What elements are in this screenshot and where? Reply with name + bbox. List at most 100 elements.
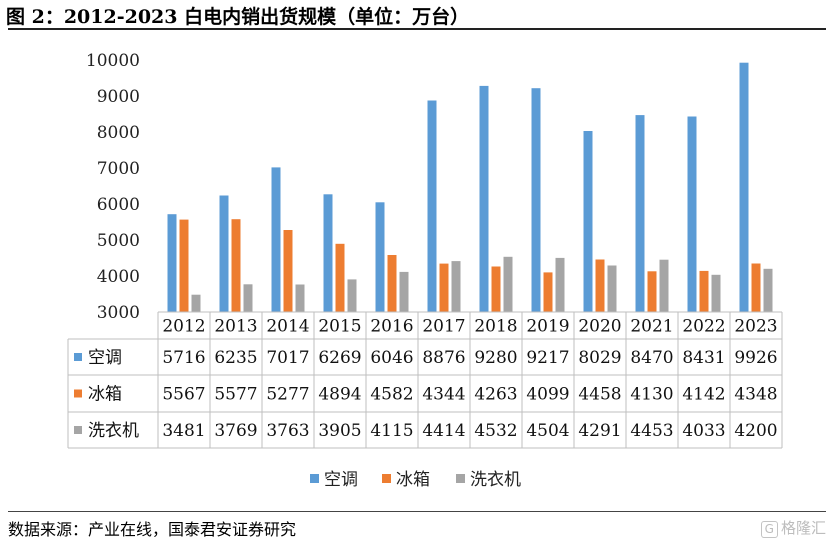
table-legend-key <box>74 389 82 398</box>
bar-2020-2 <box>607 265 617 312</box>
x-tick-label: 2022 <box>682 317 725 337</box>
table-legend-key <box>74 353 82 361</box>
y-tick-label: 7000 <box>97 159 140 179</box>
data-label: 6235 <box>214 348 257 368</box>
bar-2022-0 <box>687 116 697 312</box>
bar-2015-0 <box>323 194 333 312</box>
x-tick-label: 2016 <box>370 317 413 337</box>
data-label: 8470 <box>630 348 673 368</box>
bar-2023-1 <box>751 263 761 312</box>
table-legend-key <box>74 426 82 434</box>
x-tick-label: 2018 <box>474 317 517 337</box>
data-label: 4200 <box>734 421 777 441</box>
logo-text: 格隆汇 <box>780 519 826 537</box>
data-label: 4130 <box>630 385 673 405</box>
bar-2013-1 <box>231 219 241 312</box>
y-tick-label: 8000 <box>97 123 140 143</box>
legend-label: 冰箱 <box>396 470 430 490</box>
bar-2015-1 <box>335 243 345 312</box>
watermark-logo: G 格隆汇 <box>760 517 826 538</box>
y-tick-label: 3000 <box>97 303 140 323</box>
bar-2019-2 <box>555 257 565 312</box>
bar-2012-2 <box>191 294 201 312</box>
data-label: 4414 <box>422 421 465 441</box>
data-label: 4348 <box>734 385 777 405</box>
source-note: 数据来源：产业在线，国泰君安证券研究 <box>8 520 297 539</box>
legend-swatch <box>456 474 465 483</box>
data-label: 7017 <box>266 348 309 368</box>
chart-title: 图 2：2012-2023 白电内销出货规模（单位：万台） <box>6 6 470 28</box>
data-label: 4033 <box>682 421 725 441</box>
data-label: 4344 <box>422 385 465 405</box>
data-label: 5577 <box>214 385 257 405</box>
x-tick-label: 2013 <box>214 317 257 337</box>
table-row-label: 空调 <box>88 348 122 368</box>
bar-2013-2 <box>243 284 253 312</box>
data-label: 9926 <box>734 348 777 368</box>
bar-2018-2 <box>503 256 513 312</box>
data-label: 9217 <box>526 348 569 368</box>
legend-label: 空调 <box>324 470 358 490</box>
data-label: 5567 <box>162 385 205 405</box>
bar-2012-0 <box>167 214 177 312</box>
bar-2019-1 <box>543 272 553 312</box>
bar-2022-1 <box>699 270 709 312</box>
bar-2017-0 <box>427 100 437 312</box>
data-label: 9280 <box>474 348 517 368</box>
data-label: 4142 <box>682 385 725 405</box>
data-table: 2012 2013 2014 2015 2016 2017 2018 2019 2020 2021… <box>67 311 783 449</box>
x-tick-label: 2014 <box>266 317 309 337</box>
data-label: 4099 <box>526 385 569 405</box>
data-label: 4532 <box>474 421 517 441</box>
bar-2017-1 <box>439 263 449 312</box>
bar-2021-1 <box>647 271 657 312</box>
table-row-label: 冰箱 <box>88 385 122 405</box>
data-label: 4291 <box>578 421 621 441</box>
data-label: 4115 <box>370 421 413 441</box>
data-label: 6046 <box>370 348 413 368</box>
bar-2016-0 <box>375 202 385 312</box>
x-tick-label: 2021 <box>630 317 673 337</box>
x-tick-label: 2020 <box>578 317 621 337</box>
data-label: 3905 <box>318 421 361 441</box>
legend-label: 洗衣机 <box>470 470 521 490</box>
footer-rule <box>8 511 826 512</box>
data-label: 4458 <box>578 385 621 405</box>
x-tick-label: 2017 <box>422 317 465 337</box>
x-tick-label: 2012 <box>162 317 205 337</box>
bar-2016-2 <box>399 271 409 312</box>
bar-2023-0 <box>739 62 749 313</box>
data-label: 4263 <box>474 385 517 405</box>
data-label: 8876 <box>422 348 465 368</box>
bar-2018-1 <box>491 266 501 312</box>
data-label: 4504 <box>526 421 569 441</box>
data-label: 4894 <box>318 385 361 405</box>
y-tick-label: 4000 <box>97 267 140 287</box>
data-label: 3481 <box>162 421 205 441</box>
data-label: 3769 <box>214 421 257 441</box>
data-label: 5277 <box>266 385 309 405</box>
title-rule <box>8 28 826 30</box>
bar-2014-2 <box>295 284 305 312</box>
bar-2022-2 <box>711 274 721 312</box>
logo-mark: G <box>760 521 778 538</box>
data-label: 8029 <box>578 348 621 368</box>
legend-swatch <box>382 474 391 483</box>
data-label: 3763 <box>266 421 309 441</box>
data-label: 5716 <box>162 348 205 368</box>
bar-2017-2 <box>451 261 461 312</box>
legend-swatch <box>310 474 319 483</box>
data-label: 8431 <box>682 348 725 368</box>
table-row-label: 洗衣机 <box>88 421 139 441</box>
bar-2018-0 <box>479 85 489 313</box>
bar-2021-2 <box>659 259 669 312</box>
x-tick-label: 2019 <box>526 317 569 337</box>
data-label: 6269 <box>318 348 361 368</box>
bar-2020-1 <box>595 259 605 312</box>
bar-2023-2 <box>763 268 773 312</box>
bar-2014-1 <box>283 230 293 312</box>
bars <box>167 62 773 313</box>
y-tick-label: 10000 <box>86 51 140 71</box>
data-label: 4453 <box>630 421 673 441</box>
